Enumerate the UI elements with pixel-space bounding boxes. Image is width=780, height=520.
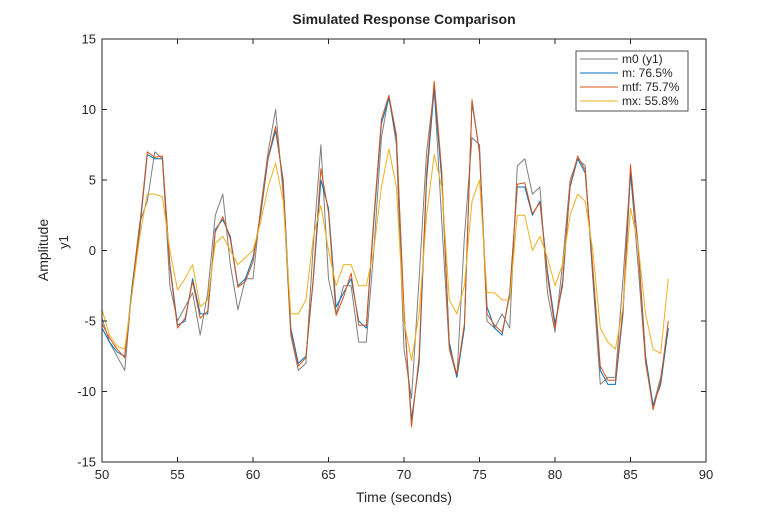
x-axis: 50 55 60 65 70 75 80 85 90 — [95, 39, 713, 482]
y-axis: 15 10 5 0 -5 -10 -15 — [77, 32, 706, 470]
legend-entry-2: m: 76.5% — [622, 66, 673, 80]
x-tick-label: 60 — [246, 467, 260, 482]
x-tick-label: 85 — [623, 467, 637, 482]
x-tick-label: 75 — [472, 467, 486, 482]
x-tick-label: 90 — [699, 467, 713, 482]
legend-entry-3: mtf: 75.7% — [622, 80, 680, 94]
y-tick-label: 5 — [89, 173, 96, 188]
y-tick-label: -5 — [84, 314, 96, 329]
y-tick-label: 15 — [82, 32, 96, 47]
x-tick-label: 70 — [397, 467, 411, 482]
y-tick-label: 10 — [82, 102, 96, 117]
y-axis-label: Amplitude — [35, 219, 51, 281]
chart-title: Simulated Response Comparison — [292, 11, 515, 27]
series-layer — [101, 80, 669, 428]
y-tick-label: -10 — [77, 384, 96, 399]
legend: m0 (y1)m: 76.5%mtf: 75.7%mx: 55.8% — [575, 50, 689, 112]
series-line-2 — [101, 87, 669, 421]
x-tick-label: 55 — [170, 467, 184, 482]
y-tick-label: -15 — [77, 455, 96, 470]
legend-entry-1: m0 (y1) — [622, 52, 663, 66]
y-tick-label: 0 — [89, 243, 96, 258]
series-line-3 — [101, 80, 669, 428]
legend-entry-4: mx: 55.8% — [622, 94, 679, 108]
channel-label: y1 — [56, 235, 71, 249]
series-line-4 — [101, 148, 669, 361]
x-tick-label: 65 — [321, 467, 335, 482]
x-tick-label: 80 — [548, 467, 562, 482]
x-tick-label: 50 — [95, 467, 109, 482]
x-axis-label: Time (seconds) — [356, 489, 452, 505]
